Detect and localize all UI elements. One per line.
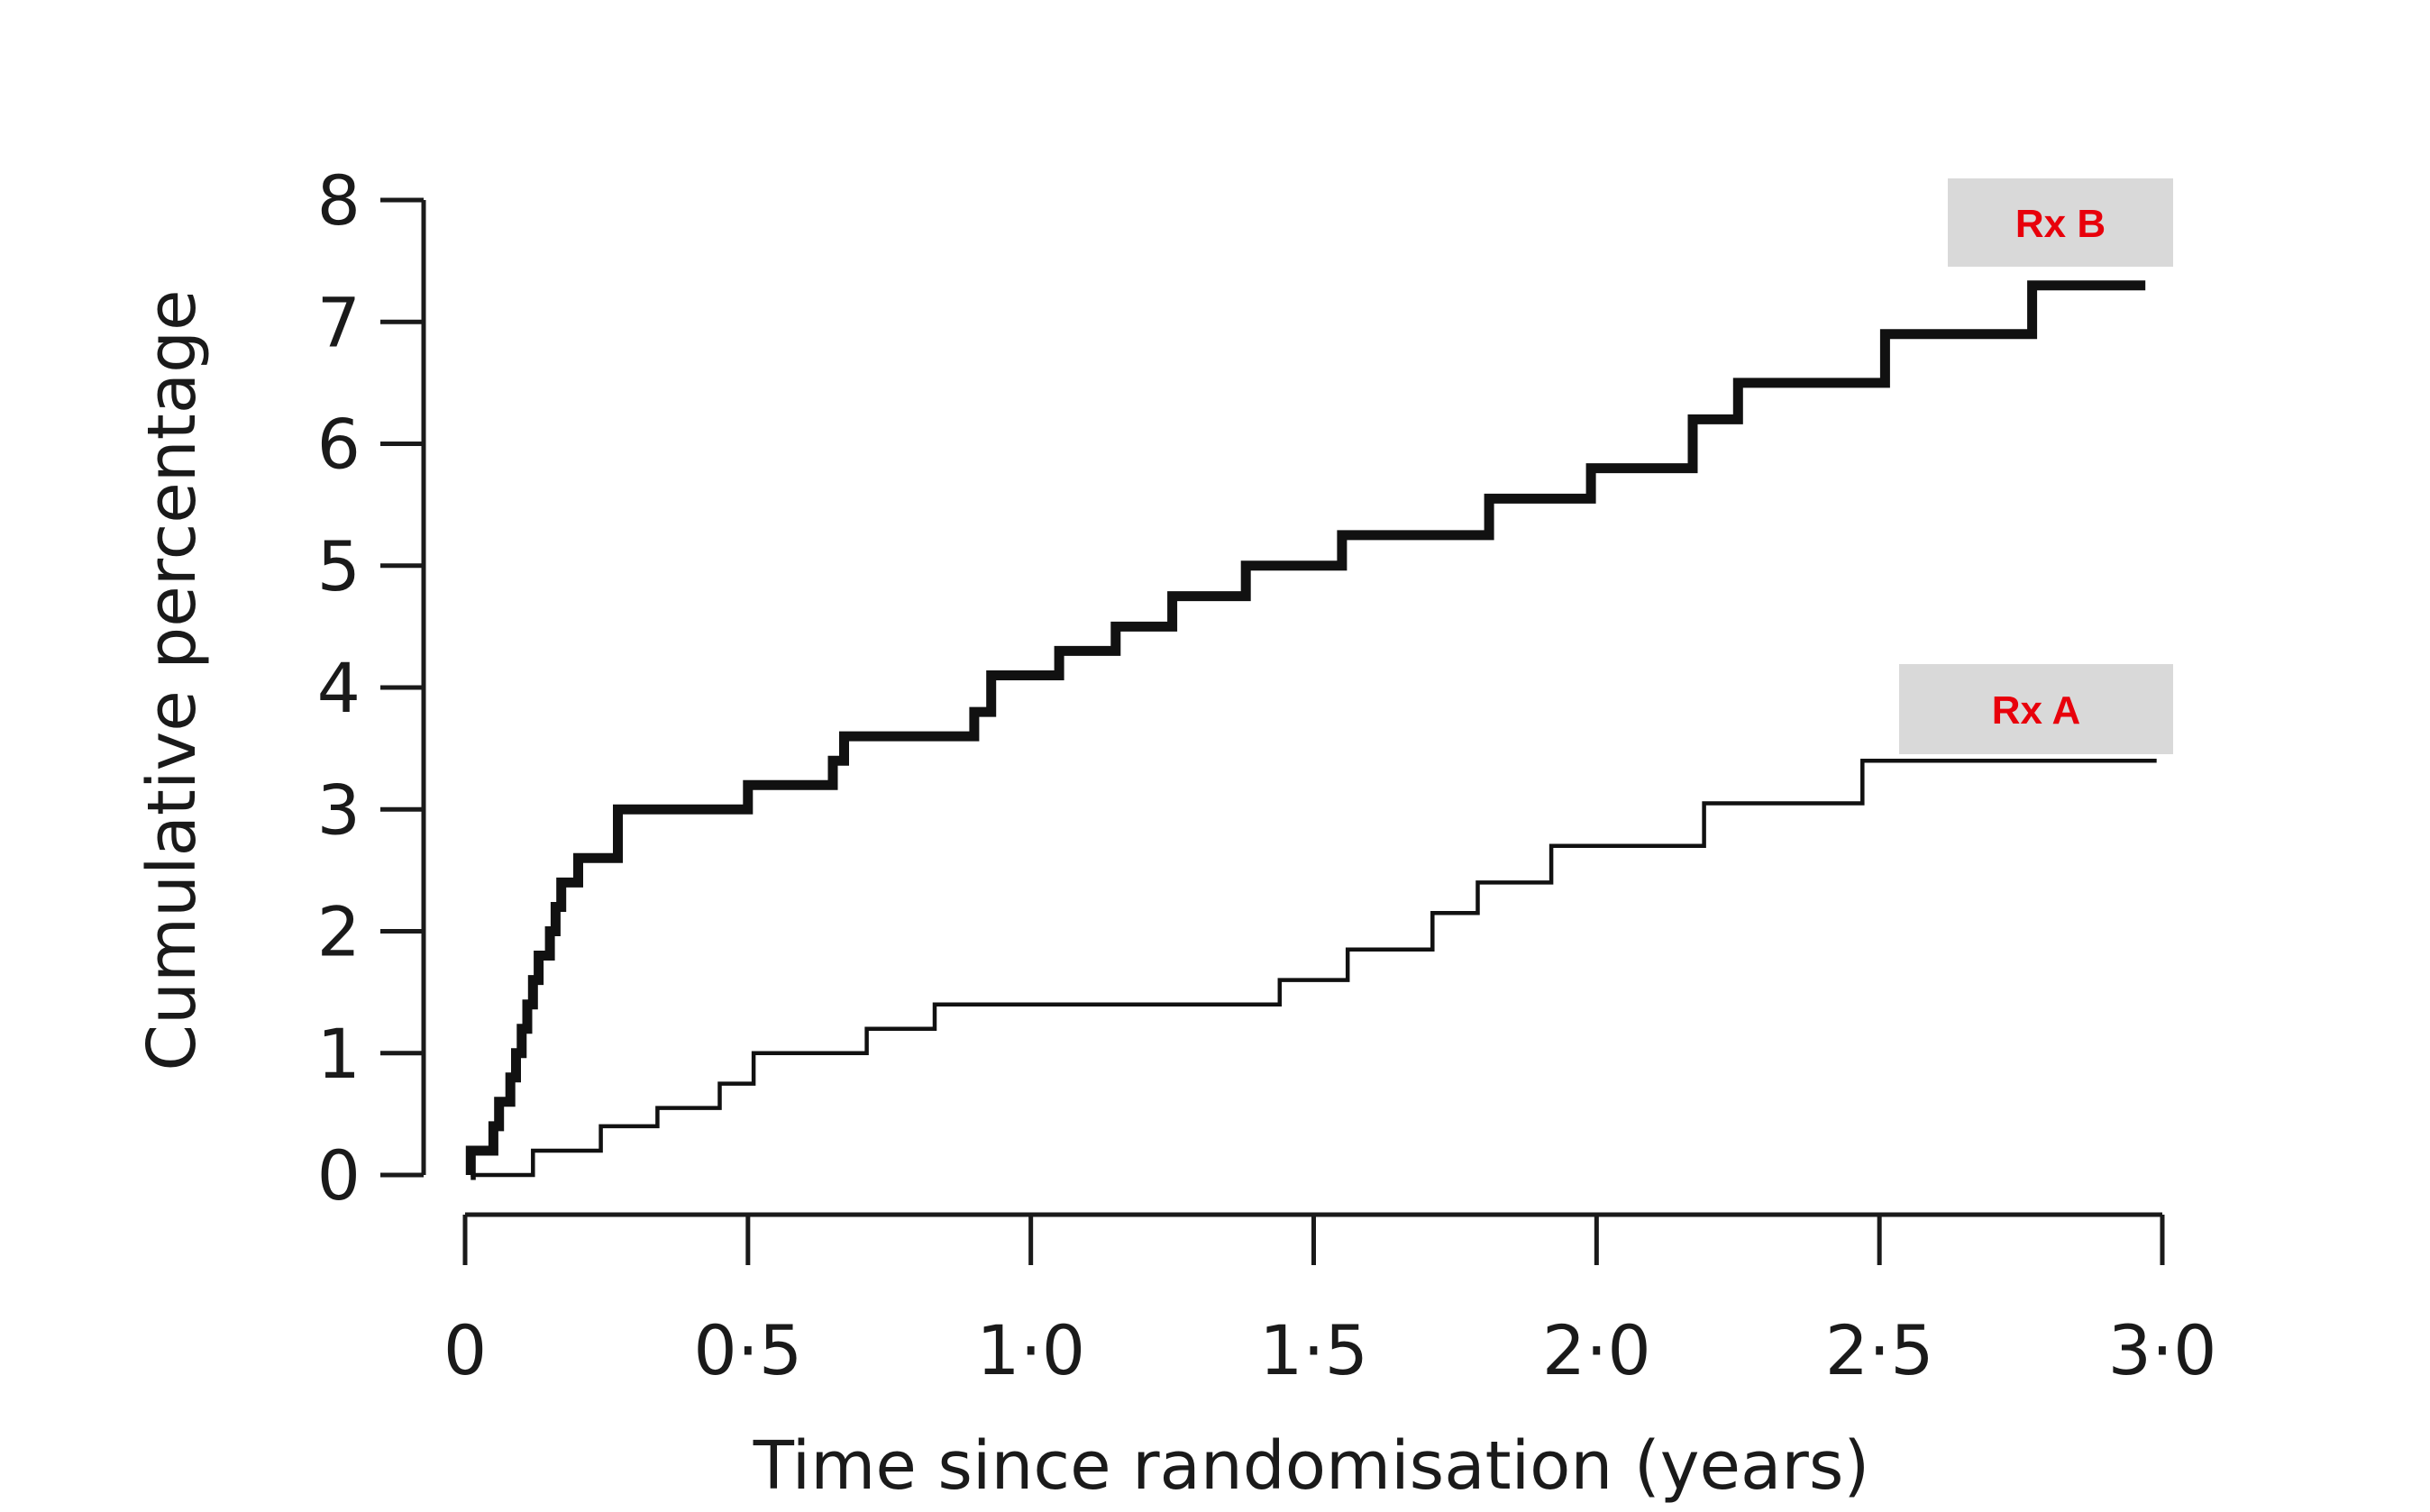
series-line-rx-a: [470, 758, 2157, 1178]
series-layer: [465, 280, 2157, 1180]
legend-item-rx-a: Rx A: [1899, 664, 2173, 754]
legend-layer: Rx B Rx A: [1899, 178, 2173, 754]
legend-box: [1899, 664, 2173, 754]
y-tick-label: 0: [317, 1135, 361, 1216]
y-tick-label: 8: [317, 160, 361, 241]
x-axis-title: Time since randomisation (years): [753, 1427, 1870, 1505]
x-tick-label: 2·0: [1542, 1310, 1651, 1390]
legend-label: Rx A: [1992, 688, 2081, 733]
x-tick-label: 3·0: [2108, 1310, 2217, 1390]
legend-item-rx-b: Rx B: [1948, 178, 2173, 267]
y-tick-label: 5: [317, 526, 361, 606]
x-tick-label: 2·5: [1825, 1310, 1934, 1390]
y-tick-label: 1: [317, 1014, 361, 1094]
y-tick-label: 2: [317, 892, 361, 972]
x-tick-label: 0: [443, 1310, 487, 1390]
x-tick-label: 0·5: [693, 1310, 802, 1390]
y-tick-label: 3: [317, 770, 361, 850]
series-line-rx-b: [465, 280, 2146, 1180]
legend-box: [1948, 178, 2173, 267]
y-tick-label: 7: [317, 282, 361, 362]
legend-label: Rx B: [2015, 202, 2106, 246]
y-ticks: 0 1 2 3 4 5 6 7 8: [317, 160, 424, 1216]
y-tick-label: 6: [317, 405, 361, 485]
x-tick-label: 1·0: [976, 1310, 1085, 1390]
y-axis: 0 1 2 3 4 5 6 7 8: [317, 160, 426, 1216]
x-tick-label: 1·5: [1259, 1310, 1368, 1390]
x-axis: 0 0·5 1·0 1·5 2·0 2·5 3·0: [443, 1212, 2217, 1390]
y-tick-label: 4: [317, 648, 361, 728]
x-ticks: 0 0·5 1·0 1·5 2·0 2·5 3·0: [443, 1215, 2217, 1390]
y-axis-title: Cumulative percentage: [133, 289, 211, 1070]
